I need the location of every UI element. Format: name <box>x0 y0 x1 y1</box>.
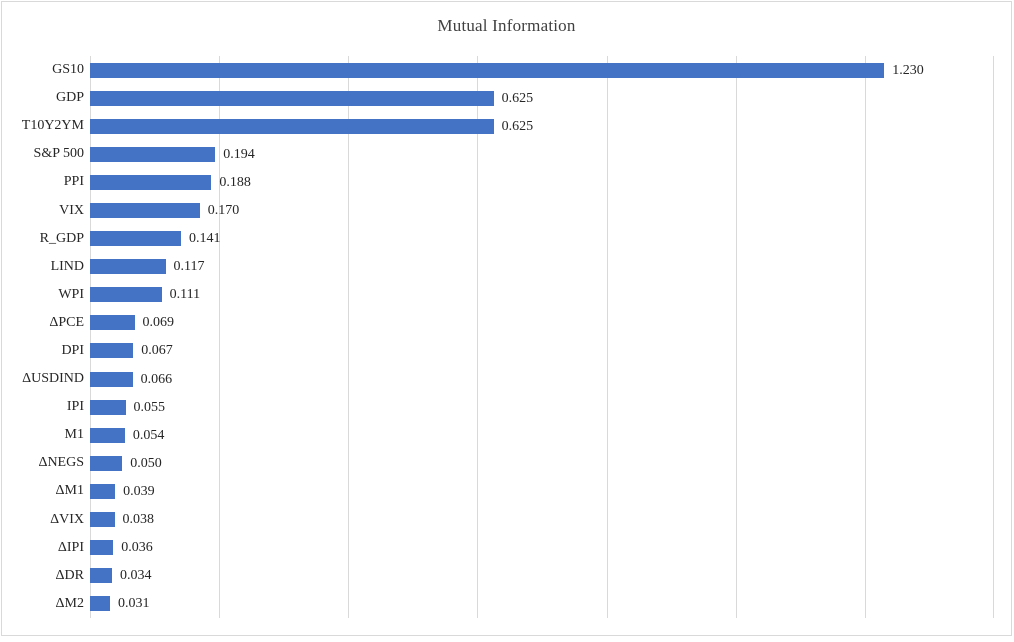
category-label: WPI <box>58 286 84 302</box>
bar <box>90 455 123 471</box>
value-label: 0.066 <box>140 371 173 387</box>
bar <box>90 231 182 247</box>
bar <box>90 483 116 499</box>
chart-row: 0.069 <box>90 309 994 337</box>
chart-row: 0.066 <box>90 365 994 393</box>
chart-row: 1.230 <box>90 56 994 84</box>
bar <box>90 427 125 443</box>
bar <box>90 90 494 106</box>
bar <box>90 287 162 303</box>
category-label: R_GDP <box>39 230 84 246</box>
value-label: 0.055 <box>133 399 166 415</box>
bar <box>90 399 126 415</box>
chart-row: 0.111 <box>90 281 994 309</box>
category-label: VIX <box>59 202 84 218</box>
chart-row: 0.034 <box>90 562 994 590</box>
value-label: 0.038 <box>122 512 155 528</box>
value-label: 0.031 <box>118 596 150 612</box>
chart-row: 0.031 <box>90 590 994 618</box>
category-label: ΔUSDIND <box>22 371 84 387</box>
bar <box>90 259 166 275</box>
chart-row: 0.194 <box>90 140 994 168</box>
value-label: 0.117 <box>173 259 205 275</box>
category-label: DPI <box>61 342 84 358</box>
value-label: 1.230 <box>892 62 924 78</box>
bar <box>90 596 111 612</box>
category-label: ΔM2 <box>55 595 84 611</box>
bar <box>90 174 212 190</box>
value-label: 0.111 <box>169 287 201 303</box>
category-label: ΔPCE <box>49 314 84 330</box>
chart-title: Mutual Information <box>437 16 576 35</box>
value-label: 0.625 <box>501 118 534 134</box>
bar <box>90 315 135 331</box>
category-label: M1 <box>64 427 84 443</box>
chart-row: 0.625 <box>90 84 994 112</box>
category-label: ΔIPI <box>57 539 84 555</box>
value-label: 0.069 <box>142 315 175 331</box>
bar <box>90 540 114 556</box>
bar <box>90 203 200 219</box>
chart-row: 0.141 <box>90 225 994 253</box>
category-label: T10Y2YM <box>21 118 84 134</box>
gridline <box>348 56 350 618</box>
gridline <box>993 56 994 618</box>
chart-row: 0.188 <box>90 168 994 196</box>
gridline <box>735 56 737 618</box>
chart-row: 0.625 <box>90 112 994 140</box>
category-label: ΔNEGS <box>38 455 84 471</box>
value-label: 0.194 <box>223 146 255 162</box>
bar <box>90 118 494 134</box>
value-label: 0.050 <box>130 455 162 471</box>
value-axis-line <box>90 56 91 618</box>
bar <box>90 146 216 162</box>
value-label: 0.039 <box>123 483 155 499</box>
bar <box>90 512 115 528</box>
bar <box>90 343 134 359</box>
category-label: S&P 500 <box>33 146 84 162</box>
category-label: ΔM1 <box>55 483 84 499</box>
plot-area: 1.230 0.625 0.625 0.194 0.188 0.170 0.141 0.117… <box>90 56 994 618</box>
value-label: 0.067 <box>141 343 173 359</box>
bar <box>90 568 112 584</box>
chart-row: 0.054 <box>90 421 994 449</box>
category-label: GS10 <box>52 62 84 78</box>
bar <box>90 62 885 78</box>
bar-rows: 1.230 0.625 0.625 0.194 0.188 0.170 0.141 0.117… <box>90 56 994 618</box>
chart-row: 0.170 <box>90 196 994 224</box>
category-label: ΔVIX <box>50 511 84 527</box>
category-axis-labels: GS10 GDP T10Y2YM S&P 500 PPI VIX R_GDP LIND WPI Δ… <box>2 56 84 618</box>
chart-row: 0.036 <box>90 534 994 562</box>
chart-row: 0.117 <box>90 253 994 281</box>
bar <box>90 371 133 387</box>
chart-row: 0.050 <box>90 449 994 477</box>
value-label: 0.188 <box>219 174 251 190</box>
value-label: 0.141 <box>189 231 221 247</box>
gridline <box>606 56 608 618</box>
category-label: PPI <box>63 174 84 190</box>
chart-row: 0.038 <box>90 506 994 534</box>
gridline <box>864 56 866 618</box>
gridline <box>477 56 479 618</box>
value-label: 0.054 <box>132 427 165 443</box>
value-label: 0.034 <box>119 568 152 584</box>
chart-row: 0.055 <box>90 393 994 421</box>
chart-row: 0.067 <box>90 337 994 365</box>
category-label: ΔDR <box>55 567 84 583</box>
value-label: 0.170 <box>207 203 240 219</box>
category-label: IPI <box>66 399 84 415</box>
category-label: LIND <box>50 258 84 274</box>
gridline <box>219 56 221 618</box>
value-label: 0.036 <box>121 540 153 556</box>
chart-row: 0.039 <box>90 477 994 505</box>
category-label: GDP <box>55 90 84 106</box>
value-label: 0.625 <box>501 90 534 106</box>
